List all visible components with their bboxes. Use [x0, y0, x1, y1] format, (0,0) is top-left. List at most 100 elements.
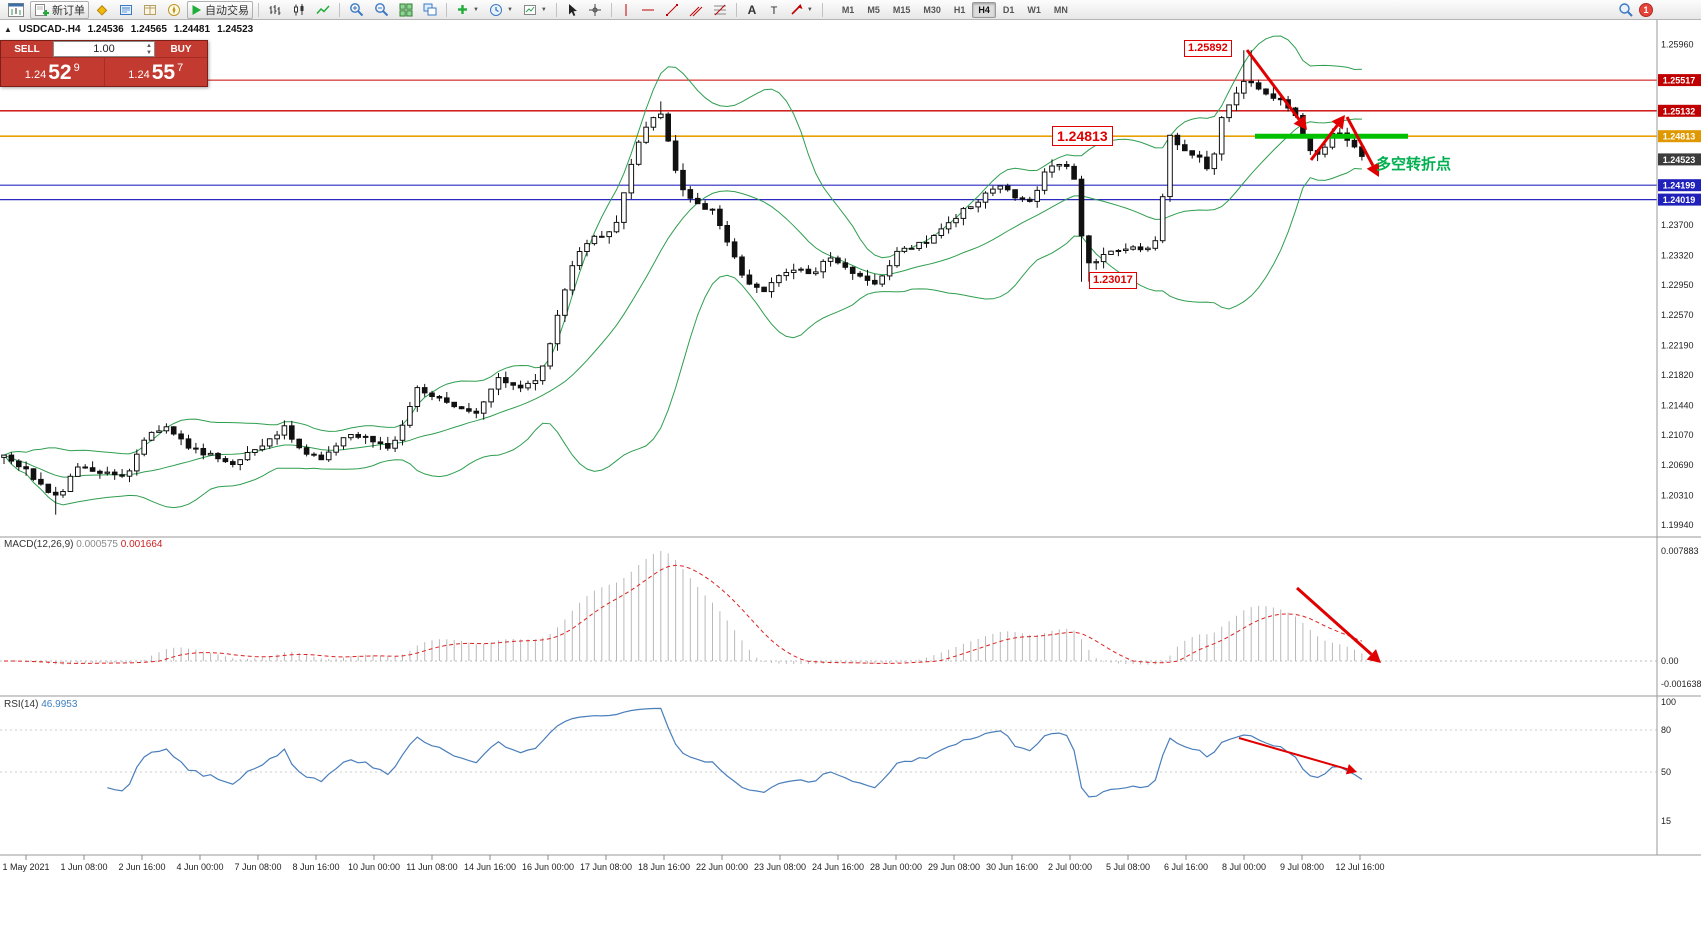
navigator-icon[interactable]	[163, 1, 185, 19]
timeframe-m5[interactable]: M5	[867, 4, 880, 15]
buy-price-prefix: 1.24	[128, 69, 150, 81]
chart-window-icon[interactable]	[4, 1, 28, 19]
rsi-label: RSI(14) 46.9953	[4, 699, 77, 710]
macd-value-signal: 0.001664	[120, 539, 163, 550]
svg-text:80: 80	[1661, 725, 1671, 735]
macd-name: MACD(12,26,9)	[4, 539, 74, 550]
svg-text:16 Jun 00:00: 16 Jun 00:00	[522, 862, 574, 872]
ohlc-low: 1.24481	[173, 24, 211, 35]
svg-text:1.25517: 1.25517	[1663, 76, 1696, 86]
bar-chart-icon[interactable]	[264, 1, 286, 19]
price-annotation-entry[interactable]: 1.24813	[1052, 126, 1113, 146]
trade-panel-toggle-icon[interactable]: ▲	[4, 25, 12, 34]
svg-text:50: 50	[1661, 767, 1671, 777]
chart-window: 1.25960 1.23700 1.23320 1.22950 1.22570 1.221…	[0, 20, 1701, 947]
svg-text:1.24199: 1.24199	[1663, 181, 1696, 191]
metaeditor-icon[interactable]	[91, 1, 113, 19]
timeframe-m30[interactable]: M30	[923, 4, 941, 15]
trendline-icon[interactable]	[661, 1, 683, 19]
label-icon[interactable]: T	[764, 1, 784, 19]
svg-text:0.007883: 0.007883	[1661, 546, 1699, 556]
svg-text:1.21440: 1.21440	[1661, 400, 1694, 410]
price-annotation-high[interactable]: 1.25892	[1184, 40, 1232, 57]
svg-text:2 Jul 00:00: 2 Jul 00:00	[1048, 862, 1092, 872]
volume-decrease-button[interactable]: ▼	[146, 50, 152, 56]
templates-menu-icon[interactable]: ▼	[519, 1, 551, 19]
svg-text:23 Jun 08:00: 23 Jun 08:00	[754, 862, 806, 872]
horizontal-lines[interactable]	[0, 79, 1657, 201]
tile-windows-icon[interactable]	[395, 1, 417, 19]
svg-text:15: 15	[1661, 816, 1671, 826]
notification-badge[interactable]: 1	[1639, 2, 1653, 17]
timeframe-m15[interactable]: M15	[892, 4, 911, 15]
volume-increase-button[interactable]: ▲	[146, 43, 152, 49]
timeframe-m1[interactable]: M1	[841, 4, 855, 15]
sell-price-prefix: 1.24	[24, 69, 47, 81]
toolbar-separator	[258, 2, 259, 17]
panel-separators[interactable]	[0, 20, 1701, 856]
svg-text:7 Jun 08:00: 7 Jun 08:00	[234, 862, 281, 872]
cascade-windows-icon[interactable]	[419, 1, 441, 19]
svg-text:12 Jul 16:00: 12 Jul 16:00	[1335, 862, 1384, 872]
price-annotation-low[interactable]: 1.23017	[1089, 272, 1137, 289]
macd-panel	[0, 551, 1657, 665]
svg-text:100: 100	[1661, 697, 1676, 707]
autotrading-button[interactable]: 自动交易	[187, 0, 253, 19]
line-chart-icon[interactable]	[312, 1, 334, 19]
indicators-menu-icon[interactable]: ▼	[458, 5, 479, 14]
svg-text:30 Jun 16:00: 30 Jun 16:00	[986, 862, 1038, 872]
turning-point-text[interactable]: 多空转折点	[1376, 156, 1452, 173]
sell-label[interactable]: SELL	[14, 43, 40, 55]
svg-text:17 Jun 08:00: 17 Jun 08:00	[580, 862, 632, 872]
buy-label[interactable]: BUY	[170, 43, 192, 55]
periods-menu-icon[interactable]: ▼	[485, 1, 517, 19]
one-click-trading-panel: SELL 1.00 ▲ ▼ BUY 1.24 52 9 1.24 55 7	[0, 40, 208, 87]
toolbar-separator	[339, 2, 340, 17]
svg-text:28 Jun 00:00: 28 Jun 00:00	[870, 862, 922, 872]
timeframe-d1[interactable]: D1	[1002, 4, 1015, 15]
timeframe-h4[interactable]: H4	[972, 1, 996, 18]
crosshair-icon[interactable]	[584, 1, 606, 19]
svg-text:1.22190: 1.22190	[1661, 341, 1694, 351]
svg-text:18 Jun 16:00: 18 Jun 16:00	[638, 862, 690, 872]
vertical-line-icon[interactable]	[617, 1, 635, 19]
timeframe-w1[interactable]: W1	[1027, 4, 1041, 15]
sell-button[interactable]: 1.24 52 9	[1, 58, 105, 86]
data-window-icon[interactable]	[139, 1, 161, 19]
toolbar-separator	[735, 2, 737, 17]
toolbar-separator	[821, 2, 823, 17]
chart-canvas[interactable]: 1.25960 1.23700 1.23320 1.22950 1.22570 1.221…	[0, 20, 1701, 947]
horizontal-line-icon[interactable]	[637, 1, 659, 19]
rsi-line	[107, 707, 1363, 798]
rsi-panel	[0, 707, 1657, 798]
trend-arrows[interactable]	[1238, 49, 1381, 775]
volume-input[interactable]: 1.00 ▲ ▼	[53, 41, 155, 57]
market-watch-icon[interactable]	[115, 1, 137, 19]
timeframe-h1[interactable]: H1	[953, 4, 966, 15]
toolbar-separator	[610, 2, 612, 17]
svg-text:1.21820: 1.21820	[1661, 370, 1694, 380]
new-order-button[interactable]: 新订单	[30, 0, 89, 19]
macd-value-main: 0.000575	[76, 539, 118, 550]
svg-text:9 Jul 08:00: 9 Jul 08:00	[1280, 862, 1324, 872]
text-icon[interactable]: A	[742, 1, 762, 19]
svg-text:A: A	[748, 3, 757, 16]
zoom-in-icon[interactable]	[345, 1, 368, 19]
channel-icon[interactable]	[685, 1, 707, 19]
arrows-icon[interactable]: ▼	[786, 1, 817, 19]
cursor-icon[interactable]	[562, 1, 582, 19]
macd-label: MACD(12,26,9) 0.000575 0.001664	[4, 539, 162, 550]
fibonacci-icon[interactable]	[709, 1, 731, 19]
timeframe-mn[interactable]: MN	[1053, 4, 1068, 15]
svg-text:29 Jun 08:00: 29 Jun 08:00	[928, 862, 980, 872]
candlestick-series	[1, 50, 1365, 515]
search-icon[interactable]	[1614, 1, 1637, 19]
svg-text:11 Jun 08:00: 11 Jun 08:00	[406, 862, 457, 872]
price-scale[interactable]: 1.25960 1.23700 1.23320 1.22950 1.22570 1.221…	[1658, 40, 1701, 826]
candlestick-chart-icon[interactable]	[288, 1, 310, 19]
buy-button[interactable]: 1.24 55 7	[105, 58, 208, 86]
svg-text:1.25960: 1.25960	[1661, 40, 1694, 50]
rsi-name: RSI(14)	[4, 699, 39, 710]
time-scale[interactable]: 1 May 2021 1 Jun 08:00 2 Jun 16:00 4 Jun 00…	[2, 855, 1385, 872]
zoom-out-icon[interactable]	[370, 1, 393, 19]
